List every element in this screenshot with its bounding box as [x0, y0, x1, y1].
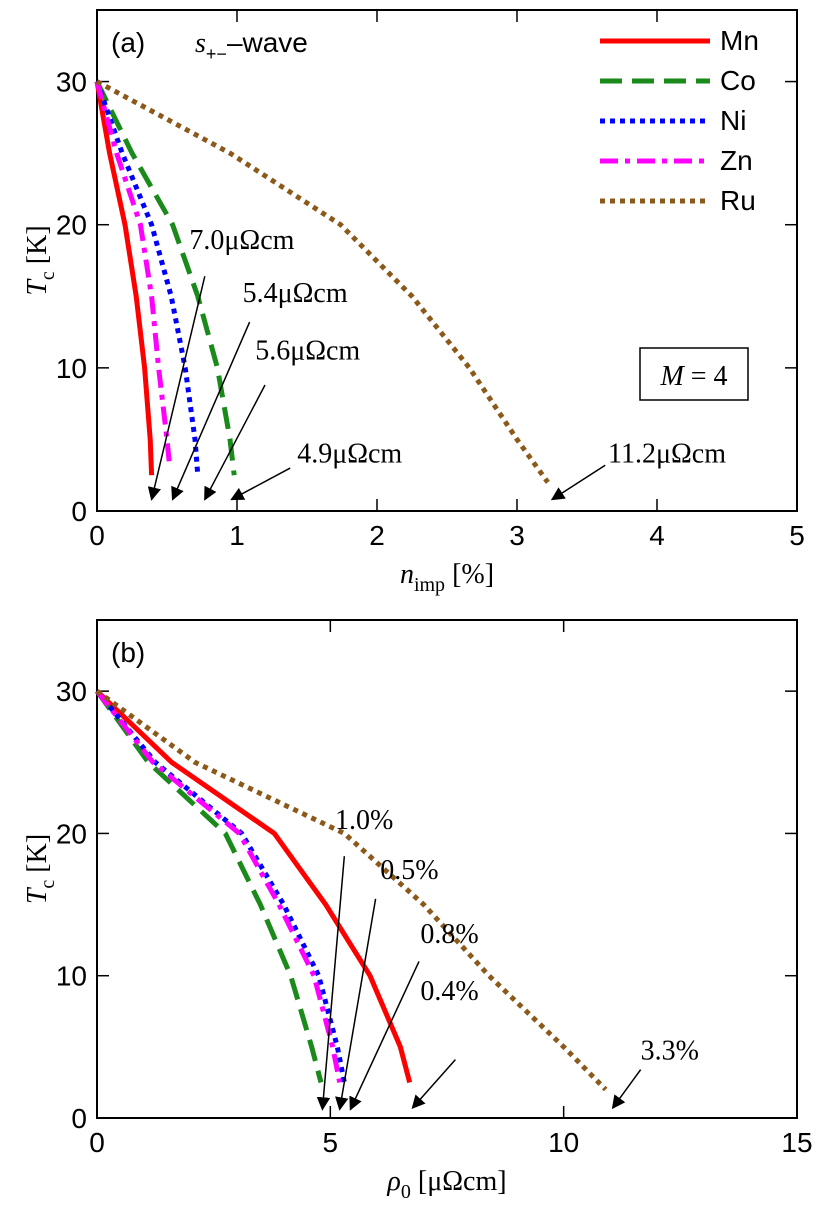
- y-axis-label: Tc [K]: [22, 225, 59, 295]
- y-tick-label: 20: [56, 818, 87, 849]
- x-tick-label: 5: [323, 1127, 339, 1158]
- y-tick-label: 20: [56, 210, 87, 241]
- y-tick-label: 10: [56, 961, 87, 992]
- panel-label: (a): [111, 27, 145, 58]
- x-axis-label-part: n: [400, 559, 414, 590]
- series-line: [95, 689, 343, 1083]
- x-tick-label: 0: [89, 1127, 105, 1158]
- series-line: [95, 689, 347, 1083]
- legend-label: Co: [720, 65, 756, 96]
- annotation-arrow: [316, 856, 346, 1111]
- x-tick-label: 1: [229, 520, 245, 551]
- plot-frame: [96, 619, 798, 1119]
- box-label-part: = 4: [684, 361, 728, 392]
- annotation-arrow: [230, 467, 291, 501]
- series-line: [95, 79, 550, 484]
- annotation: 5.4μΩcm: [243, 278, 348, 309]
- legend-label: Mn: [720, 25, 759, 56]
- x-tick-label: 2: [369, 520, 385, 551]
- annotation: 0.4%: [420, 976, 478, 1007]
- x-tick-label: 4: [649, 520, 665, 551]
- box-label: M = 4: [659, 361, 727, 392]
- annotation-arrow: [411, 1059, 456, 1110]
- series-line: [94, 689, 324, 1084]
- annotation-arrow: [204, 384, 266, 501]
- x-axis-label-part: 0: [401, 1181, 411, 1203]
- wave-label-part: –wave: [227, 27, 308, 58]
- wave-label-part: +−: [206, 44, 227, 64]
- plot-frame: [96, 9, 798, 512]
- y-tick-label: 0: [71, 1103, 87, 1134]
- series-line: [95, 689, 608, 1092]
- y-tick-label: 10: [56, 353, 87, 384]
- box-label-part: M: [659, 361, 685, 392]
- y-axis-label-part: [K]: [22, 225, 53, 271]
- series-line: [95, 689, 413, 1084]
- x-tick-label: 5: [789, 520, 805, 551]
- annotation: 11.2μΩcm: [608, 438, 726, 469]
- y-tick-label: 30: [56, 676, 87, 707]
- annotation: 3.3%: [641, 1036, 699, 1067]
- x-axis-label: nimp [%]: [400, 559, 494, 596]
- y-tick-label: 30: [56, 67, 87, 98]
- y-axis-label-part: [K]: [22, 834, 53, 880]
- annotation: 1.0%: [335, 805, 393, 836]
- series-line: [94, 80, 173, 469]
- annotation-arrow: [611, 1069, 642, 1110]
- y-axis-label-part: T: [22, 886, 53, 904]
- wave-label: s+−–wave: [195, 27, 308, 64]
- series-line: [94, 81, 155, 476]
- y-axis-label-part: c: [37, 880, 59, 889]
- annotation-arrow: [171, 321, 251, 501]
- y-axis-label-part: c: [37, 271, 59, 280]
- x-tick-label: 3: [509, 520, 525, 551]
- x-axis-label-part: imp: [414, 574, 445, 596]
- series-line: [94, 80, 201, 476]
- x-tick-label: 10: [548, 1127, 579, 1158]
- x-tick-label: 15: [781, 1127, 812, 1158]
- legend-label: Ni: [720, 105, 746, 136]
- x-axis-label-part: ρ: [386, 1166, 400, 1197]
- y-axis-label: Tc [K]: [22, 834, 59, 904]
- x-tick-label: 0: [89, 520, 105, 551]
- annotation-arrow: [550, 464, 606, 501]
- y-axis-label-part: T: [22, 278, 53, 296]
- x-axis-label: ρ0 [μΩcm]: [386, 1166, 506, 1203]
- series-line: [94, 80, 237, 476]
- annotation: 4.9μΩcm: [297, 438, 402, 469]
- annotation-arrow: [147, 276, 206, 501]
- wave-label-part: s: [195, 28, 206, 59]
- annotation-arrow: [335, 898, 377, 1111]
- label-box: [639, 347, 749, 401]
- panel-label: (b): [111, 637, 145, 668]
- legend-label: Ru: [720, 185, 756, 216]
- x-axis-label-part: [μΩcm]: [411, 1166, 507, 1197]
- y-tick-label: 0: [71, 496, 87, 527]
- annotation: 0.8%: [420, 919, 478, 950]
- annotation: 0.5%: [380, 855, 438, 886]
- annotation: 5.6μΩcm: [255, 335, 360, 366]
- x-axis-label-part: [%]: [445, 559, 494, 590]
- annotation-arrow: [349, 961, 420, 1111]
- annotation: 7.0μΩcm: [189, 225, 294, 256]
- legend-label: Zn: [720, 145, 753, 176]
